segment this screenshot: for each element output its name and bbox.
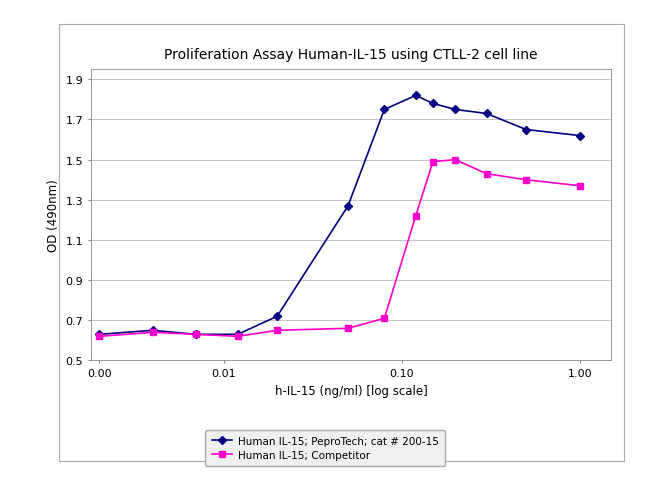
Line: Human IL-15; PeproTech; cat # 200-15: Human IL-15; PeproTech; cat # 200-15 xyxy=(96,93,582,338)
Human IL-15; PeproTech; cat # 200-15 xyxy=(483,111,491,117)
Human IL-15; PeproTech; cat # 200-15 xyxy=(234,332,242,338)
Human IL-15; PeproTech; cat # 200-15 xyxy=(192,332,200,338)
Human IL-15; PeproTech; cat # 200-15 xyxy=(273,314,281,320)
Legend: Human IL-15; PeproTech; cat # 200-15, Human IL-15; Competitor: Human IL-15; PeproTech; cat # 200-15, Hu… xyxy=(205,430,445,466)
Human IL-15; Competitor xyxy=(483,171,491,177)
Human IL-15; PeproTech; cat # 200-15 xyxy=(149,328,157,334)
Human IL-15; Competitor xyxy=(380,316,388,322)
Human IL-15; PeproTech; cat # 200-15 xyxy=(451,107,459,113)
Human IL-15; PeproTech; cat # 200-15 xyxy=(429,101,437,107)
Human IL-15; Competitor xyxy=(192,332,200,338)
Human IL-15; PeproTech; cat # 200-15 xyxy=(380,107,388,113)
Line: Human IL-15; Competitor: Human IL-15; Competitor xyxy=(96,157,582,340)
Human IL-15; Competitor xyxy=(451,157,459,163)
Human IL-15; PeproTech; cat # 200-15 xyxy=(96,332,103,338)
Human IL-15; Competitor xyxy=(273,328,281,334)
Human IL-15; Competitor xyxy=(429,159,437,165)
Human IL-15; Competitor xyxy=(149,330,157,336)
Y-axis label: OD (490nm): OD (490nm) xyxy=(47,179,60,252)
Human IL-15; Competitor xyxy=(412,213,420,219)
X-axis label: h-IL-15 (ng/ml) [log scale]: h-IL-15 (ng/ml) [log scale] xyxy=(274,384,428,397)
Human IL-15; Competitor xyxy=(234,334,242,340)
Human IL-15; PeproTech; cat # 200-15 xyxy=(412,93,420,99)
Human IL-15; PeproTech; cat # 200-15 xyxy=(576,133,584,139)
Human IL-15; Competitor xyxy=(344,326,352,332)
Human IL-15; Competitor xyxy=(576,183,584,189)
Human IL-15; Competitor xyxy=(96,334,103,340)
Human IL-15; PeproTech; cat # 200-15 xyxy=(522,127,530,133)
Title: Proliferation Assay Human-IL-15 using CTLL-2 cell line: Proliferation Assay Human-IL-15 using CT… xyxy=(164,48,538,62)
Human IL-15; Competitor xyxy=(522,177,530,183)
Human IL-15; PeproTech; cat # 200-15 xyxy=(344,203,352,209)
